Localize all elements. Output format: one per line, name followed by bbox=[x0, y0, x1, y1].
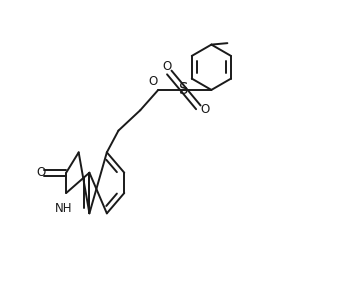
Text: O: O bbox=[148, 75, 158, 88]
Text: S: S bbox=[179, 82, 188, 97]
Text: O: O bbox=[200, 103, 209, 116]
Text: O: O bbox=[36, 166, 46, 179]
Text: O: O bbox=[162, 59, 172, 73]
Text: NH: NH bbox=[55, 202, 73, 215]
